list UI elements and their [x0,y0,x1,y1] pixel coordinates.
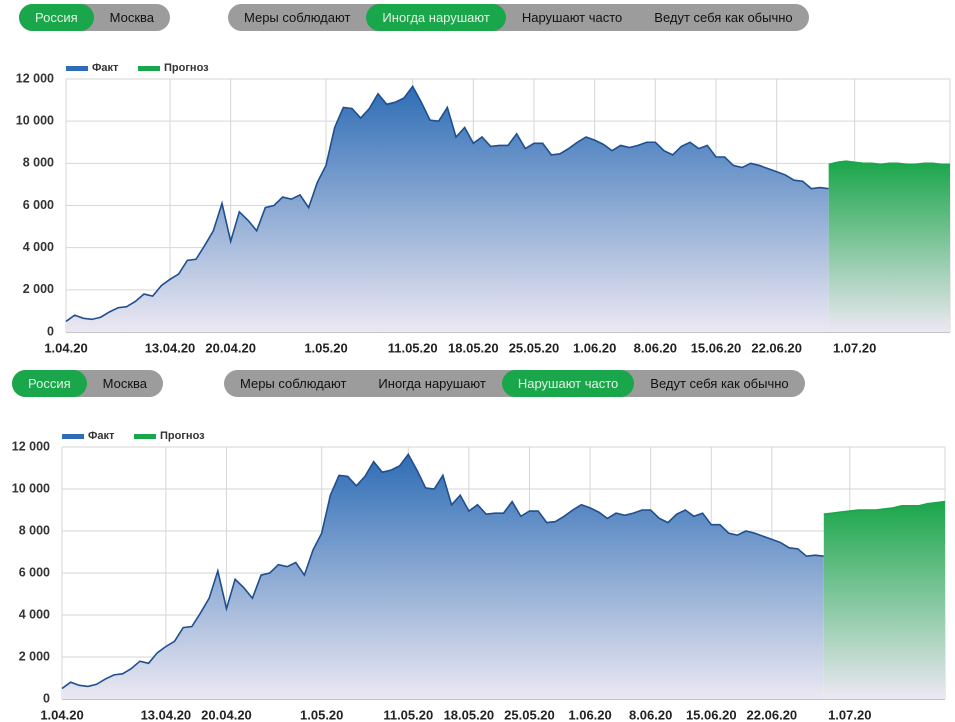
scenario-tab[interactable]: Иногда нарушают [378,376,486,391]
scenario-tab[interactable]: Ведут себя как обычно [654,10,793,25]
y-tick-label: 8 000 [19,523,50,537]
y-tick-label: 8 000 [23,156,54,170]
scenario-tab[interactable]: Нарушают часто [501,370,635,397]
x-tick-label: 22.06.20 [751,340,802,355]
y-tick-label: 4 000 [23,240,54,254]
region-tab[interactable]: Россия [19,4,94,31]
x-tick-label: 15.06.20 [686,707,737,722]
line [828,160,950,166]
x-tick-label: 1.07.20 [828,707,871,722]
legend-swatch [66,66,88,71]
legend-swatch [62,434,84,439]
region-tab[interactable]: Россия [12,370,87,397]
x-tick-label: 22.06.20 [747,707,798,722]
y-tick-label: 0 [43,691,50,705]
legend-swatch [134,434,156,439]
x-tick-label: 1.06.20 [573,340,616,355]
y-tick-label: 10 000 [16,113,54,127]
y-tick-label: 6 000 [19,565,50,579]
x-tick-label: 11.05.20 [383,707,433,722]
scenario-tabs: Меры соблюдают Иногда нарушают Нарушают ча… [228,4,809,31]
scenario-tab[interactable]: Меры соблюдают [240,376,347,391]
area [66,86,829,332]
x-tick-label: 18.05.20 [448,340,499,355]
area [828,161,950,332]
scenario-tabs: Меры соблюдают Иногда нарушают Нарушают ча… [224,370,805,397]
area [62,454,824,699]
legend-label: Прогноз [160,430,205,442]
x-tick-label: 18.05.20 [444,707,495,722]
legend-label: Прогноз [164,62,209,74]
y-tick-label: 12 000 [16,71,54,85]
x-tick-label: 1.05.20 [300,707,343,722]
x-tick-label: 11.05.20 [388,340,438,355]
legend-label: Факт [88,430,115,442]
region-tabs: Россия Москва [19,4,171,31]
scenario-tab[interactable]: Иногда нарушают [366,4,506,31]
x-tick-label: 20.04.20 [201,707,252,722]
y-tick-label: 0 [47,324,54,338]
region-tabs: Россия Москва [12,370,164,397]
y-tick-label: 6 000 [23,198,54,212]
legend-label: Факт [92,62,119,74]
area [823,501,945,699]
x-tick-label: 8.06.20 [629,707,672,722]
region-tab[interactable]: Москва [102,376,148,391]
x-tick-label: 8.06.20 [634,340,677,355]
x-tick-label: 25.05.20 [504,707,555,722]
scenario-tab[interactable]: Меры соблюдают [244,10,351,25]
scenario-tab[interactable]: Нарушают часто [521,10,623,25]
x-tick-label: 1.05.20 [304,340,347,355]
x-tick-label: 25.05.20 [509,340,560,355]
x-tick-label: 20.04.20 [205,340,256,355]
scenario-tab[interactable]: Ведут себя как обычно [650,376,789,391]
region-tab[interactable]: Москва [109,10,155,25]
x-tick-label: 1.04.20 [44,340,87,355]
x-tick-label: 13.04.20 [145,340,196,355]
y-tick-label: 2 000 [19,649,50,663]
y-tick-label: 12 000 [12,439,50,453]
y-tick-label: 10 000 [12,481,50,495]
line [65,84,829,323]
x-tick-label: 15.06.20 [691,340,742,355]
legend-swatch [138,66,160,71]
x-tick-label: 1.07.20 [833,340,876,355]
y-tick-label: 2 000 [23,282,54,296]
x-tick-label: 1.04.20 [40,707,83,722]
line [61,452,824,690]
y-tick-label: 4 000 [19,607,50,621]
x-tick-label: 13.04.20 [141,707,192,722]
line [823,500,946,515]
x-tick-label: 1.06.20 [568,707,611,722]
